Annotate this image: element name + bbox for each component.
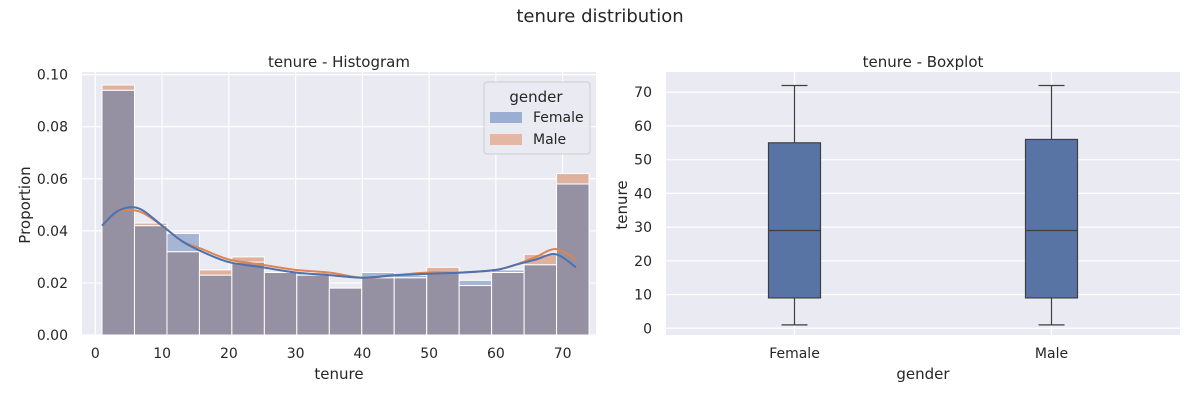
histogram-bar-overlap	[361, 277, 395, 336]
x-tick-label: Male	[1035, 346, 1068, 362]
histogram-y-label: Proportion	[16, 166, 34, 243]
histogram-bar-overlap	[556, 183, 590, 336]
legend-label-male: Male	[533, 132, 566, 148]
legend-label-female: Female	[533, 110, 584, 126]
y-tick-label: 0.06	[37, 172, 68, 188]
histogram-legend: gender Female Male	[483, 81, 591, 155]
boxplot-y-ticks: 0 10 20 30 40 50 60 70	[634, 85, 652, 337]
histogram-bar-female	[458, 279, 493, 287]
histogram-bar-overlap	[523, 264, 558, 336]
y-tick-label: 30	[634, 220, 652, 236]
boxplot-boxes	[767, 84, 1079, 326]
legend-swatch-female	[490, 112, 522, 123]
histogram-kde-lines	[101, 206, 577, 279]
histogram-bar-overlap	[296, 274, 330, 336]
histogram-bar-overlap	[491, 272, 525, 336]
histogram-x-label: tenure	[314, 365, 363, 383]
y-tick-label: 0.00	[37, 328, 68, 344]
legend-title: gender	[509, 88, 563, 106]
figure-title: tenure distribution	[516, 6, 683, 27]
histogram-bar-overlap	[101, 89, 135, 336]
boxplot-title: tenure - Boxplot	[863, 53, 984, 71]
kde-line-female	[101, 206, 577, 279]
histogram-bar-overlap	[328, 287, 363, 336]
x-tick-label: 40	[353, 346, 371, 362]
x-tick-label: 20	[220, 346, 238, 362]
histogram-bar-overlap	[393, 277, 428, 336]
x-tick-label: 70	[554, 346, 572, 362]
y-tick-label: 0.04	[37, 224, 68, 240]
boxplot-x-label: gender	[896, 365, 950, 383]
y-tick-label: 50	[634, 153, 652, 169]
x-tick-label: 30	[287, 346, 305, 362]
y-tick-label: 60	[634, 119, 652, 135]
histogram-y-ticks: 0.00 0.02 0.04 0.06 0.08 0.10	[37, 68, 68, 344]
boxplot-axes-background	[666, 72, 1180, 335]
boxplot-panel: 0 10 20 30 40 50 60 70 Female Male tenure - Boxp…	[613, 53, 1180, 383]
histogram-bar-male	[101, 84, 135, 91]
box-female	[767, 142, 822, 299]
x-tick-label: 0	[91, 346, 100, 362]
histogram-bar-male	[556, 173, 590, 185]
y-tick-label: 20	[634, 254, 652, 270]
histogram-bar-male	[133, 222, 168, 227]
box-male	[1024, 138, 1079, 299]
y-tick-label: 40	[634, 186, 652, 202]
boxplot-x-ticks: Female Male	[769, 346, 1068, 362]
histogram-panel: 0 10 20 30 40 50 60 70 0.00 0.02 0.04 0.06 0.08 0.10…	[16, 53, 596, 383]
x-tick-label: 50	[420, 346, 438, 362]
x-tick-label: 60	[487, 346, 505, 362]
y-tick-label: 0.10	[37, 68, 68, 84]
histogram-bar-overlap	[166, 251, 200, 336]
histogram-bar-overlap	[231, 261, 265, 336]
y-tick-label: 70	[634, 85, 652, 101]
y-tick-label: 0.02	[37, 276, 68, 292]
histogram-bars	[101, 84, 590, 336]
y-tick-label: 10	[634, 288, 652, 304]
histogram-x-ticks: 0 10 20 30 40 50 60 70	[91, 346, 572, 362]
x-tick-label: Female	[769, 346, 820, 362]
histogram-title: tenure - Histogram	[268, 53, 410, 71]
histogram-bar-male	[198, 269, 233, 276]
histogram-bar-overlap	[198, 274, 233, 336]
histogram-bar-overlap	[133, 225, 168, 336]
y-tick-label: 0	[643, 321, 652, 337]
x-tick-label: 10	[153, 346, 171, 362]
y-tick-label: 0.08	[37, 120, 68, 136]
histogram-bar-overlap	[458, 285, 493, 336]
legend-swatch-male	[490, 134, 522, 145]
histogram-bar-overlap	[263, 272, 298, 336]
boxplot-y-label: tenure	[613, 180, 631, 229]
histogram-bar-overlap	[426, 272, 460, 336]
